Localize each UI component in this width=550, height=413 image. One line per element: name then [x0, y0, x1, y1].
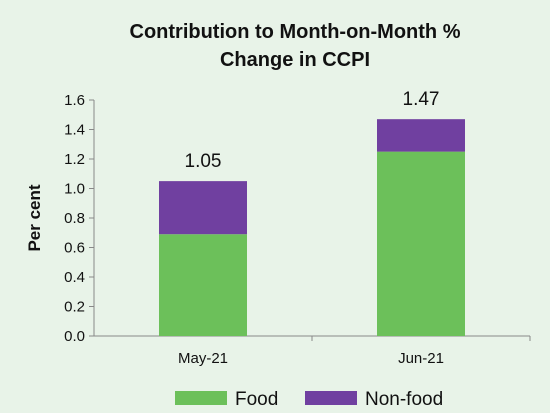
chart-title-line-1: Contribution to Month-on-Month % [130, 21, 461, 43]
bar-food-jun-21 [377, 151, 465, 336]
x-tick-label: May-21 [178, 350, 228, 367]
legend-swatch-non-food [305, 391, 357, 405]
y-axis-label: Per cent [25, 184, 44, 251]
legend-swatch-food [175, 391, 227, 405]
bars [159, 119, 465, 336]
legend-label-food: Food [235, 389, 278, 410]
legend-label-non-food: Non-food [365, 389, 443, 410]
y-ticks: 0.0 0.2 0.4 0.6 0.8 1.0 1.2 1.4 1.6 [64, 92, 94, 345]
bar-non-food-may-21 [159, 181, 247, 235]
y-tick-label: 1.6 [64, 92, 85, 109]
y-tick-label: 1.2 [64, 151, 85, 168]
y-tick-label: 0.2 [64, 299, 85, 316]
y-tick-label: 0.8 [64, 210, 85, 227]
y-tick-label: 0.0 [64, 328, 85, 345]
bar-total-label: 1.47 [403, 89, 440, 110]
bar-food-may-21 [159, 234, 247, 336]
x-tick-labels: May-21 Jun-21 [178, 336, 531, 367]
x-tick-label: Jun-21 [398, 350, 444, 367]
y-tick-label: 0.6 [64, 240, 85, 257]
chart-title-line-2: Change in CCPI [220, 49, 370, 71]
y-tick-label: 1.0 [64, 181, 85, 198]
bar-total-labels: 1.05 1.47 [185, 89, 440, 172]
y-tick-label: 0.4 [64, 269, 85, 286]
legend: Food Non-food [175, 389, 443, 410]
y-tick-label: 1.4 [64, 122, 85, 139]
bar-total-label: 1.05 [185, 151, 222, 172]
bar-non-food-jun-21 [377, 119, 465, 152]
